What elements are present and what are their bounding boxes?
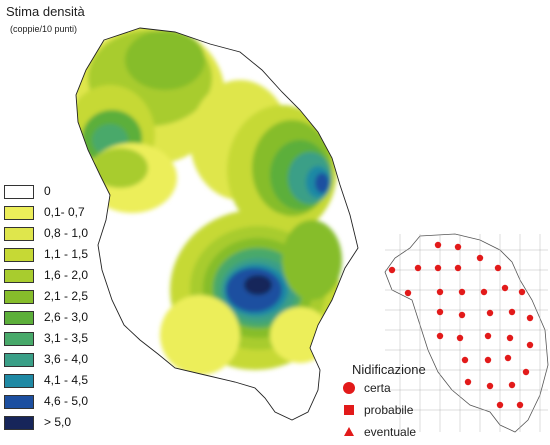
legend-label: > 5,0 [44, 415, 72, 429]
legend-swatch [4, 185, 34, 199]
legend-label: 3,6 - 4,0 [44, 352, 89, 366]
legend-label: 0 [44, 184, 51, 198]
nidificazione-label: certa [364, 381, 391, 395]
eventuale-triangle-icon [344, 427, 354, 436]
certa-circle-icon [343, 382, 355, 394]
legend-label: 0,1- 0,7 [44, 205, 85, 219]
nidificazione-item-eventuale: eventuale [342, 424, 462, 442]
legend-item: 2,1 - 2,5 [4, 288, 154, 306]
legend-swatch [4, 395, 34, 409]
region-outline [75, 27, 359, 421]
legend-label: 2,1 - 2,5 [44, 289, 89, 303]
legend-label: 4,6 - 5,0 [44, 394, 89, 408]
legend-swatch [4, 248, 34, 262]
legend-swatch [4, 290, 34, 304]
legend-label: 4,1 - 4,5 [44, 373, 89, 387]
legend-label: 0,8 - 1,0 [44, 226, 89, 240]
nidificazione-label: probabile [364, 403, 414, 417]
legend-label: 2,6 - 3,0 [44, 310, 89, 324]
legend-item: 1,6 - 2,0 [4, 267, 154, 285]
legend-item: 0 [4, 183, 154, 201]
legend-swatch [4, 374, 34, 388]
legend-swatch [4, 353, 34, 367]
map-title: Stima densità [6, 4, 85, 19]
legend-item: > 5,0 [4, 414, 154, 432]
legend-swatch [4, 206, 34, 220]
legend-item: 2,6 - 3,0 [4, 309, 154, 327]
legend-item: 3,1 - 3,5 [4, 330, 154, 348]
legend-swatch [4, 227, 34, 241]
nidificazione-item-probabile: probabile [342, 402, 462, 420]
legend-item: 4,6 - 5,0 [4, 393, 154, 411]
legend-item: 0,8 - 1,0 [4, 225, 154, 243]
legend-swatch [4, 332, 34, 346]
legend-item: 0,1- 0,7 [4, 204, 154, 222]
legend-label: 1,1 - 1,5 [44, 247, 89, 261]
nidificazione-item-certa: certa [342, 380, 462, 398]
nidificazione-title: Nidificazione [352, 362, 426, 377]
nidificazione-label: eventuale [364, 425, 417, 439]
probabile-square-icon [344, 405, 354, 415]
map-subtitle: (coppie/10 punti) [10, 24, 78, 34]
inset-map [384, 233, 549, 433]
legend-label: 3,1 - 3,5 [44, 331, 89, 345]
inset-points [388, 241, 534, 409]
legend-swatch [4, 311, 34, 325]
legend-item: 1,1 - 1,5 [4, 246, 154, 264]
legend-item: 4,1 - 4,5 [4, 372, 154, 390]
legend-item: 3,6 - 4,0 [4, 351, 154, 369]
legend-swatch [4, 269, 34, 283]
legend-swatch [4, 416, 34, 430]
legend-label: 1,6 - 2,0 [44, 268, 89, 282]
